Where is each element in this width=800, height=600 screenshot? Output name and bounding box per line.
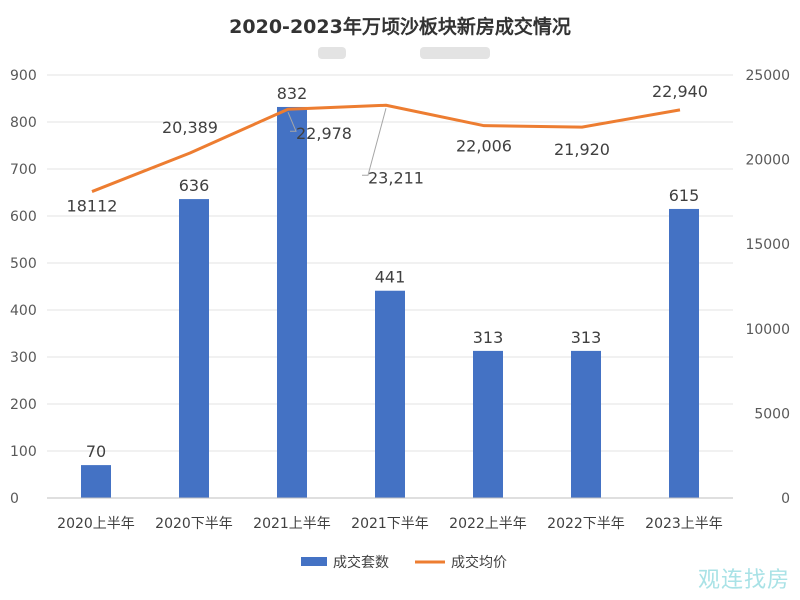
legend-label: 成交均价 xyxy=(451,554,507,571)
y-right-tick-label: 10000 xyxy=(745,322,790,338)
y-right-tick-label: 5000 xyxy=(754,406,790,422)
bar xyxy=(277,106,307,499)
y-left-tick-label: 600 xyxy=(10,209,37,225)
bar-data-label: 70 xyxy=(86,442,106,461)
x-tick-label: 2020上半年 xyxy=(57,516,135,532)
bar-series: 70 636 832 441 313 313 615 xyxy=(81,84,700,499)
bar-data-label: 313 xyxy=(473,328,504,347)
y-left-tick-label: 400 xyxy=(10,303,37,319)
y-left-tick-label: 500 xyxy=(10,256,37,272)
x-tick-label: 2022上半年 xyxy=(449,516,527,532)
x-axis: 2020上半年 2020下半年 2021上半年 2021下半年 2022上半年 2022下… xyxy=(47,497,733,532)
blurred-subtitle-fragment xyxy=(318,47,346,59)
line-data-label: 18112 xyxy=(67,197,118,216)
y-right-tick-label: 25000 xyxy=(745,68,790,84)
bar-data-label: 441 xyxy=(375,268,406,287)
line-series-path xyxy=(91,103,681,193)
watermark: 观连找房 xyxy=(697,568,790,593)
legend-label: 成交套数 xyxy=(333,554,389,571)
bar-data-label: 313 xyxy=(571,328,602,347)
bar xyxy=(571,350,601,498)
chart-title: 2020-2023年万顷沙板块新房成交情况 xyxy=(229,15,571,38)
legend: 成交套数 成交均价 xyxy=(301,554,507,571)
y-left-tick-label: 0 xyxy=(10,491,19,507)
bar xyxy=(81,465,111,498)
y-left-tick-label: 200 xyxy=(10,397,37,413)
bar xyxy=(179,199,209,498)
bar-data-label: 615 xyxy=(669,186,700,205)
legend-swatch-bar xyxy=(301,557,327,566)
bar xyxy=(375,290,405,498)
bar xyxy=(473,350,503,498)
x-tick-label: 2021下半年 xyxy=(351,516,429,532)
line-data-label: 21,920 xyxy=(554,140,610,159)
bar-data-label: 636 xyxy=(179,176,210,195)
y-right-tick-label: 15000 xyxy=(745,237,790,253)
y-left-tick-label: 700 xyxy=(10,162,37,178)
line-series: 18112 20,389 22,978 23,211 22,006 21,920 22,94… xyxy=(67,82,708,216)
x-tick-label: 2021上半年 xyxy=(253,516,331,532)
y-left-tick-label: 100 xyxy=(10,444,37,460)
right-axis: 0 5000 10000 15000 20000 25000 xyxy=(745,68,790,507)
line-data-label: 22,940 xyxy=(652,82,708,101)
leader-line xyxy=(362,108,387,176)
leader-line xyxy=(287,112,297,132)
left-axis: 0 100 200 300 400 500 600 700 800 900 xyxy=(10,68,37,507)
y-left-tick-label: 800 xyxy=(10,115,37,131)
line-data-label: 22,978 xyxy=(296,124,352,143)
y-left-tick-label: 900 xyxy=(10,68,37,84)
bar-data-label: 832 xyxy=(277,84,308,103)
y-right-tick-label: 0 xyxy=(781,491,790,507)
y-left-tick-label: 300 xyxy=(10,350,37,366)
line-data-label: 22,006 xyxy=(456,137,512,156)
x-tick-label: 2020下半年 xyxy=(155,516,233,532)
x-tick-label: 2023上半年 xyxy=(645,516,723,532)
x-tick-label: 2022下半年 xyxy=(547,516,625,532)
bar xyxy=(669,208,699,498)
y-right-tick-label: 20000 xyxy=(745,153,790,169)
line-data-label: 20,389 xyxy=(162,118,218,137)
line-data-label: 23,211 xyxy=(368,168,424,187)
blurred-subtitle-fragment xyxy=(420,47,490,59)
